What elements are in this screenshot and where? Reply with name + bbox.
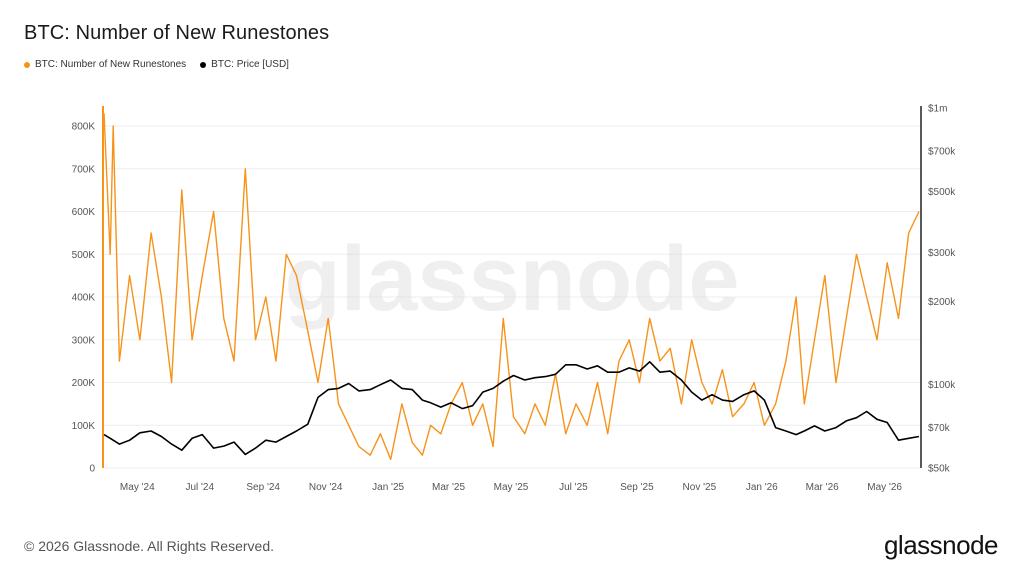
y-right-tick-label: $100k: [928, 380, 956, 391]
y-right-tick-label: $700k: [928, 146, 956, 157]
copyright-text: © 2026 Glassnode. All Rights Reserved.: [24, 538, 275, 554]
glassnode-logo[interactable]: glassnode: [883, 530, 999, 560]
y-right-tick-label: $50k: [928, 464, 951, 475]
y-axis-left: 0 100K 200K 300K 400K 500K 600K 700K 800K: [72, 106, 104, 475]
y-right-tick-label: $1m: [928, 104, 947, 115]
y-left-tick-label: 400K: [72, 293, 96, 304]
x-tick-label: Mar '26: [806, 482, 839, 493]
y-left-tick-label: 0: [89, 464, 95, 475]
x-tick-label: Jul '24: [185, 482, 214, 493]
watermark: glassnode: [284, 228, 739, 330]
chart-legend: BTC: Number of New Runestones BTC: Price…: [24, 59, 289, 70]
y-right-tick-label: $70k: [928, 423, 951, 434]
legend-label-runestones: BTC: Number of New Runestones: [35, 59, 187, 70]
y-left-tick-label: 700K: [72, 164, 96, 175]
x-tick-label: Jan '26: [746, 482, 778, 493]
legend-item-runestones[interactable]: BTC: Number of New Runestones: [24, 59, 186, 70]
legend-label-price: BTC: Price [USD]: [211, 59, 289, 70]
y-left-tick-label: 100K: [72, 421, 96, 432]
x-tick-label: Sep '24: [246, 482, 280, 493]
series-lines: [103, 113, 920, 461]
y-axis-right: $50k $70k $100k $200k $300k $500k $700k $1m: [920, 104, 956, 475]
legend-dot-runestones: [24, 61, 30, 68]
x-axis: May '24 Jul '24 Sep '24 Nov '24 Jan '25 Mar '…: [120, 482, 902, 493]
x-tick-label: Jul '25: [559, 482, 588, 493]
x-tick-label: Nov '25: [683, 482, 717, 493]
x-tick-label: Mar '25: [432, 482, 465, 493]
legend-item-price[interactable]: BTC: Price [USD]: [200, 59, 289, 70]
runestones-series-line: [103, 113, 920, 461]
chart-title: BTC: Number of New Runestones: [24, 22, 330, 44]
legend-dot-price: [200, 61, 207, 68]
price-series-line: [103, 360, 920, 456]
y-right-tick-label: $500k: [928, 187, 956, 198]
x-tick-label: Jan '25: [372, 482, 404, 493]
y-right-tick-label: $200k: [928, 297, 956, 308]
y-left-tick-label: 300K: [72, 335, 96, 346]
y-left-tick-label: 500K: [72, 250, 96, 261]
x-tick-label: May '24: [120, 482, 155, 493]
x-tick-label: Sep '25: [620, 482, 654, 493]
y-right-tick-label: $300k: [928, 248, 956, 259]
grid-lines: [103, 125, 921, 469]
x-tick-label: Nov '24: [309, 482, 343, 493]
x-tick-label: May '25: [494, 482, 529, 493]
y-left-tick-label: 800K: [72, 122, 96, 133]
x-tick-label: May '26: [867, 482, 902, 493]
y-left-tick-label: 600K: [72, 207, 96, 218]
y-left-tick-label: 200K: [72, 378, 96, 389]
